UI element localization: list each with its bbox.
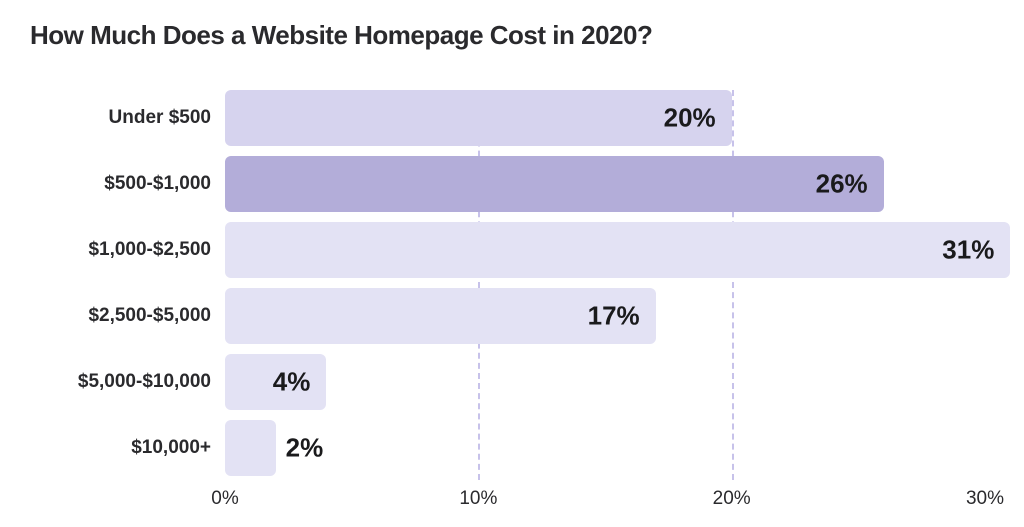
x-tick-label: 30% bbox=[966, 488, 1004, 510]
plot-area: Under $50020% $500-$1,00026% $1,000-$2,500… bbox=[225, 90, 985, 510]
bar-row: $1,000-$2,50031% bbox=[225, 222, 985, 278]
value-label: 31% bbox=[942, 235, 994, 266]
category-label: $5,000-$10,000 bbox=[78, 371, 225, 393]
bar bbox=[225, 420, 276, 476]
bars-layer: Under $50020% $500-$1,00026% $1,000-$2,500… bbox=[225, 90, 985, 480]
value-label: 17% bbox=[588, 301, 640, 332]
chart-container: How Much Does a Website Homepage Cost in… bbox=[0, 0, 1024, 527]
value-label: 4% bbox=[273, 367, 311, 398]
category-label: $500-$1,000 bbox=[104, 173, 225, 195]
category-label: $2,500-$5,000 bbox=[88, 305, 225, 327]
bar bbox=[225, 156, 884, 212]
bar bbox=[225, 90, 732, 146]
value-label: 26% bbox=[816, 169, 868, 200]
x-tick-label: 10% bbox=[459, 488, 497, 510]
category-label: Under $500 bbox=[109, 107, 225, 129]
bar-row: $10,000+2% bbox=[225, 420, 985, 476]
chart-plot: Under $50020%$500-$1,00026%$1,000-$2,500… bbox=[0, 0, 1024, 527]
category-label: $10,000+ bbox=[131, 437, 225, 459]
bar bbox=[225, 222, 1010, 278]
x-tick-label: 20% bbox=[713, 488, 751, 510]
value-label: 2% bbox=[286, 433, 324, 464]
value-label: 20% bbox=[664, 103, 716, 134]
x-tick-label: 0% bbox=[211, 488, 238, 510]
bar-row: Under $50020% bbox=[225, 90, 985, 146]
bar-row: $2,500-$5,00017% bbox=[225, 288, 985, 344]
bar-row: $5,000-$10,0004% bbox=[225, 354, 985, 410]
category-label: $1,000-$2,500 bbox=[88, 239, 225, 261]
bar-row: $500-$1,00026% bbox=[225, 156, 985, 212]
